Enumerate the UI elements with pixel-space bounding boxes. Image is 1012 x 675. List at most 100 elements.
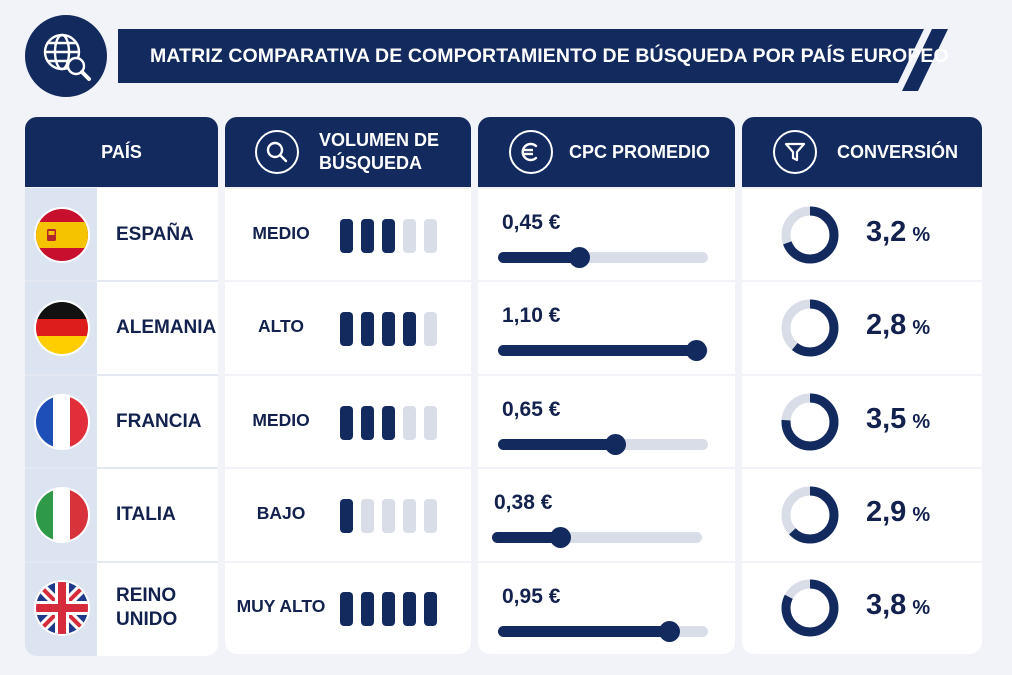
volume-bar <box>340 592 353 627</box>
cpc-bar-fill <box>498 625 669 637</box>
row-separator <box>25 560 218 563</box>
conversion-value: 3,8% <box>866 589 930 622</box>
country-name: ESPAÑA <box>116 223 194 245</box>
country-name: FRANCIA <box>116 410 202 432</box>
country-name: ALEMANIA <box>116 317 217 339</box>
header-country-label: PAÍS <box>101 141 142 162</box>
volume-bar <box>382 218 395 253</box>
conversion-donut <box>781 486 839 544</box>
conversion-number: 3,2 <box>866 215 907 248</box>
conversion-number: 2,8 <box>866 309 907 342</box>
conversion-number: 3,8 <box>866 589 907 622</box>
table-cell-conv <box>742 375 982 468</box>
conversion-donut <box>781 579 839 637</box>
donut-arc <box>781 393 839 450</box>
table-cell-cpc <box>478 189 735 281</box>
cpc-bar-fill <box>492 532 561 544</box>
header-volume-label: VOLUMEN DE BÚSQUEDA <box>319 130 440 173</box>
header-conversion: CONVERSIÓN <box>742 117 982 187</box>
row-separator <box>25 373 218 376</box>
volume-bar <box>361 592 374 627</box>
cpc-bar-knob <box>550 527 572 549</box>
cpc-bar-knob <box>659 620 680 642</box>
volume-bar <box>424 592 437 627</box>
cpc-bar-knob <box>686 340 707 362</box>
conversion-donut <box>781 393 839 450</box>
volume-bar <box>424 405 437 440</box>
cpc-bar-fill <box>498 252 579 263</box>
cpc-bar-track <box>498 340 708 362</box>
volume-label: MEDIO <box>252 409 310 430</box>
volume-bar <box>340 498 353 533</box>
volume-bar <box>340 405 353 440</box>
table-cell-conv <box>742 562 982 654</box>
cpc-bar-track <box>498 620 708 642</box>
volume-label: BAJO <box>256 502 306 523</box>
italy-flag-icon <box>34 486 90 543</box>
cpc-bar-track <box>498 247 708 268</box>
table-cell-conv <box>742 469 982 561</box>
header-country: PAÍS <box>25 117 218 187</box>
conversion-unit: % <box>912 597 931 620</box>
donut-arc <box>781 486 839 544</box>
conversion-number: 2,9 <box>866 495 907 528</box>
conversion-unit: % <box>912 503 931 526</box>
conversion-value: 2,9% <box>866 496 930 529</box>
title-stripe-decoration <box>902 29 948 91</box>
donut-arc <box>781 299 839 357</box>
table-cell-cpc <box>478 469 735 561</box>
cpc-bar-fill <box>498 345 696 357</box>
volume-bar <box>361 218 374 253</box>
header-cpc-label: CPC PROMEDIO <box>569 141 711 162</box>
volume-bar <box>361 312 374 347</box>
title-banner <box>118 29 924 83</box>
cpc-value: 1,10 € <box>502 304 561 328</box>
country-name: ITALIA <box>116 503 176 525</box>
funnel-icon <box>773 130 817 174</box>
conversion-value: 2,8% <box>866 309 930 342</box>
cpc-bar-knob <box>605 433 626 455</box>
volume-label: ALTO <box>257 316 304 337</box>
volume-bar <box>382 405 395 440</box>
spain-flag-icon <box>34 206 90 263</box>
search-icon <box>255 130 299 174</box>
germany-flag-icon <box>34 300 90 357</box>
table-cell-conv <box>742 282 982 374</box>
volume-bar <box>382 592 395 627</box>
cpc-value: 0,45 € <box>502 211 561 234</box>
page-title: MATRIZ COMPARATIVA DE COMPORTAMIENTO DE … <box>150 44 949 67</box>
cpc-value: 0,38 € <box>494 491 553 515</box>
row-separator <box>25 280 218 283</box>
volume-bar <box>340 312 353 347</box>
donut-arc <box>781 579 839 637</box>
volume-bar <box>424 498 437 533</box>
france-flag-icon <box>34 393 90 450</box>
volume-bar <box>361 498 374 533</box>
header-volume: VOLUMEN DE BÚSQUEDA <box>225 117 471 187</box>
conversion-number: 3,5 <box>866 402 907 435</box>
volume-bar <box>403 498 416 533</box>
volume-bar <box>403 405 416 440</box>
cpc-bar-fill <box>498 438 615 450</box>
cpc-value: 0,65 € <box>502 397 561 421</box>
volume-label: MEDIO <box>252 222 310 243</box>
donut-arc <box>781 206 839 264</box>
row-separator <box>25 467 218 470</box>
table-cell-cpc <box>478 375 735 468</box>
uk-flag-icon <box>34 580 90 637</box>
cpc-bar-knob <box>569 247 590 268</box>
cpc-bar-track <box>492 527 702 549</box>
conversion-value: 3,5% <box>866 403 930 436</box>
volume-bar <box>403 592 416 627</box>
volume-bar <box>340 218 353 253</box>
conversion-unit: % <box>912 223 931 246</box>
cpc-value: 0,95 € <box>502 584 561 608</box>
conversion-unit: % <box>912 410 931 433</box>
country-name: REINO UNIDO <box>116 585 178 631</box>
volume-bar <box>403 312 416 347</box>
header-conversion-label: CONVERSIÓN <box>837 141 959 162</box>
volume-bar <box>403 218 416 253</box>
cpc-bar-track <box>498 433 708 455</box>
globe-search-icon <box>21 11 111 101</box>
volume-bar <box>382 312 395 347</box>
